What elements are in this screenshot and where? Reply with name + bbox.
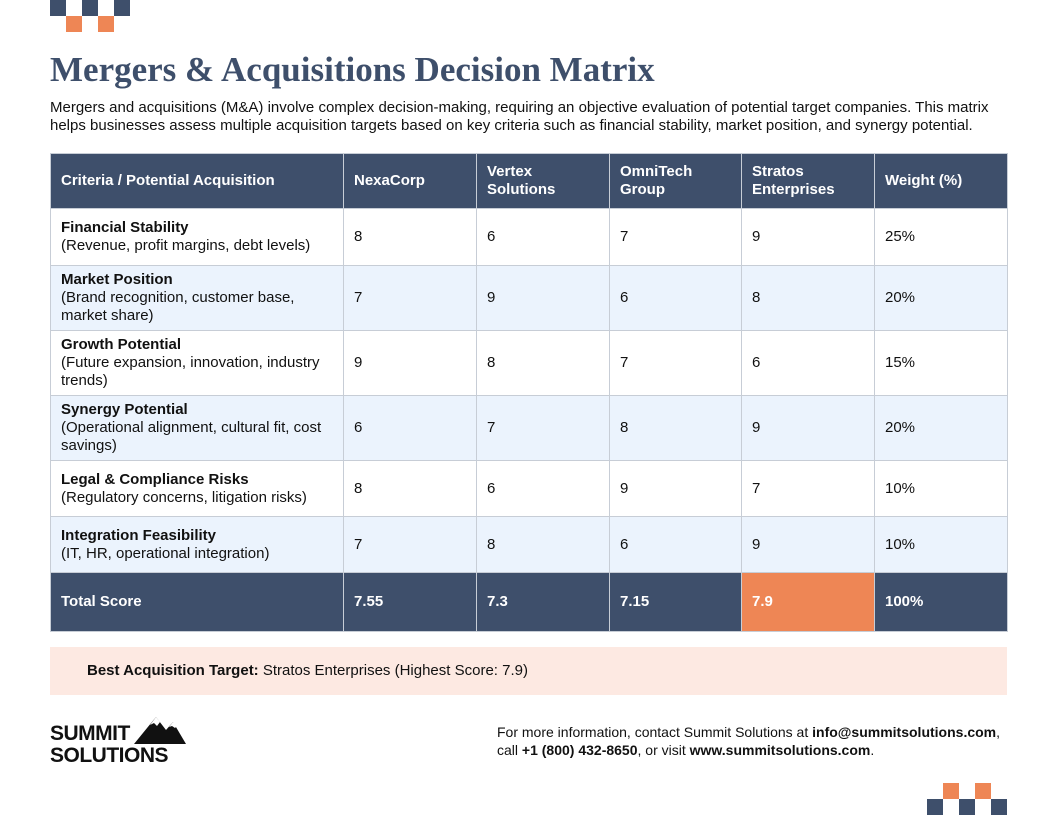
table-row: Market Position (Brand recognition, custo… bbox=[50, 265, 1008, 331]
total-label: Total Score bbox=[50, 572, 344, 632]
column-header: NexaCorp bbox=[343, 153, 477, 209]
score-cell: 8 bbox=[476, 516, 610, 573]
weight-cell: 10% bbox=[874, 516, 1008, 573]
table-row: Synergy Potential (Operational alignment,… bbox=[50, 395, 1008, 461]
table-row: Financial Stability (Revenue, profit marg… bbox=[50, 208, 1008, 266]
column-header: Stratos Enterprises bbox=[741, 153, 875, 209]
score-cell: 6 bbox=[476, 460, 610, 517]
table-row: Integration Feasibility (IT, HR, operatio… bbox=[50, 516, 1008, 573]
score-cell: 6 bbox=[343, 395, 477, 461]
score-cell: 6 bbox=[609, 265, 742, 331]
contact-text: . bbox=[870, 742, 875, 758]
criterion-description: (Revenue, profit margins, debt levels) bbox=[61, 237, 311, 254]
table-header-row: Criteria / Potential Acquisition NexaCor… bbox=[50, 153, 1008, 209]
contact-text: , call bbox=[497, 724, 1001, 758]
contact-text: , or visit bbox=[637, 742, 690, 758]
criterion-name: Integration Feasibility bbox=[61, 526, 217, 544]
score-cell: 8 bbox=[343, 208, 477, 266]
score-cell: 6 bbox=[609, 516, 742, 573]
score-cell: 9 bbox=[741, 516, 875, 573]
mountain-logo-icon bbox=[134, 717, 186, 744]
criterion-description: (Operational alignment, cultural fit, co… bbox=[61, 419, 322, 454]
total-score-cell: 7.15 bbox=[609, 572, 742, 632]
deco-square bbox=[959, 799, 975, 815]
weight-cell: 25% bbox=[874, 208, 1008, 266]
criterion-name: Legal & Compliance Risks bbox=[61, 470, 249, 488]
decision-matrix-table: Criteria / Potential Acquisition NexaCor… bbox=[50, 153, 1008, 632]
contact-phone-link[interactable]: +1 (800) 432-8650 bbox=[521, 742, 638, 758]
criteria-cell: Market Position (Brand recognition, custo… bbox=[50, 265, 344, 331]
total-score-cell: 7.3 bbox=[476, 572, 610, 632]
company-logo: SUMMIT SOLUTIONS bbox=[50, 714, 190, 770]
criterion-description: (Regulatory concerns, litigation risks) bbox=[61, 488, 307, 506]
score-cell: 7 bbox=[609, 330, 742, 396]
total-weight-cell: 100% bbox=[874, 572, 1008, 632]
score-cell: 8 bbox=[343, 460, 477, 517]
score-cell: 8 bbox=[741, 265, 875, 331]
criterion-description: (IT, HR, operational integration) bbox=[61, 544, 270, 562]
criterion-name: Synergy Potential bbox=[61, 401, 188, 418]
logo-word-solutions: SOLUTIONS bbox=[50, 744, 169, 767]
deco-square bbox=[991, 799, 1007, 815]
criteria-cell: Growth Potential (Future expansion, innov… bbox=[50, 330, 344, 396]
criterion-description: (Future expansion, innovation, industry … bbox=[61, 354, 320, 389]
weight-cell: 15% bbox=[874, 330, 1008, 396]
column-header: Weight (%) bbox=[874, 153, 1008, 209]
score-cell: 8 bbox=[609, 395, 742, 461]
score-cell: 7 bbox=[476, 395, 610, 461]
deco-square bbox=[975, 783, 991, 799]
score-cell: 9 bbox=[741, 208, 875, 266]
column-header: Vertex Solutions bbox=[476, 153, 610, 209]
table-row: Legal & Compliance Risks (Regulatory conc… bbox=[50, 460, 1008, 517]
weight-cell: 10% bbox=[874, 460, 1008, 517]
intro-paragraph: Mergers and acquisitions (M&A) involve c… bbox=[50, 99, 989, 134]
criteria-cell: Legal & Compliance Risks (Regulatory conc… bbox=[50, 460, 344, 517]
criterion-name: Growth Potential bbox=[61, 336, 181, 353]
table-row: Growth Potential (Future expansion, innov… bbox=[50, 330, 1008, 396]
criteria-cell: Synergy Potential (Operational alignment,… bbox=[50, 395, 344, 461]
weight-cell: 20% bbox=[874, 265, 1008, 331]
criteria-cell: Integration Feasibility (IT, HR, operatio… bbox=[50, 516, 344, 573]
score-cell: 6 bbox=[741, 330, 875, 396]
score-cell: 9 bbox=[476, 265, 610, 331]
contact-email-link[interactable]: info@summitsolutions.com bbox=[812, 724, 997, 740]
score-cell: 9 bbox=[343, 330, 477, 396]
total-score-cell: 7.55 bbox=[343, 572, 477, 632]
criterion-description: (Brand recognition, customer base, marke… bbox=[61, 289, 295, 324]
deco-square bbox=[927, 799, 943, 815]
score-cell: 9 bbox=[609, 460, 742, 517]
contact-text: For more information, contact Summit Sol… bbox=[497, 724, 813, 740]
best-target-text: Stratos Enterprises (Highest Score: 7.9) bbox=[258, 662, 528, 679]
score-cell: 7 bbox=[343, 516, 477, 573]
best-target-callout: Best Acquisition Target: Stratos Enterpr… bbox=[50, 647, 1007, 695]
deco-square bbox=[114, 0, 130, 16]
contact-info: For more information, contact Summit Sol… bbox=[497, 723, 1017, 759]
column-header: Criteria / Potential Acquisition bbox=[50, 153, 344, 209]
score-cell: 6 bbox=[476, 208, 610, 266]
logo-word-summit: SUMMIT bbox=[50, 722, 130, 745]
score-cell: 9 bbox=[741, 395, 875, 461]
criteria-cell: Financial Stability (Revenue, profit marg… bbox=[50, 208, 344, 266]
page-title: Mergers & Acquisitions Decision Matrix bbox=[50, 50, 655, 89]
highest-total-score-cell: 7.9 bbox=[741, 572, 875, 632]
score-cell: 8 bbox=[476, 330, 610, 396]
deco-square bbox=[50, 0, 66, 16]
deco-square bbox=[943, 783, 959, 799]
criterion-name: Market Position bbox=[61, 271, 173, 288]
weight-cell: 20% bbox=[874, 395, 1008, 461]
best-target-label: Best Acquisition Target: bbox=[87, 662, 259, 679]
total-score-row: Total Score 7.55 7.3 7.15 7.9 100% bbox=[50, 572, 1008, 632]
score-cell: 7 bbox=[741, 460, 875, 517]
deco-square bbox=[82, 0, 98, 16]
score-cell: 7 bbox=[609, 208, 742, 266]
deco-square bbox=[98, 16, 114, 32]
score-cell: 7 bbox=[343, 265, 477, 331]
criterion-name: Financial Stability bbox=[61, 219, 189, 236]
column-header: OmniTech Group bbox=[609, 153, 742, 209]
contact-website-link[interactable]: www.summitsolutions.com bbox=[689, 742, 871, 758]
deco-square bbox=[66, 16, 82, 32]
